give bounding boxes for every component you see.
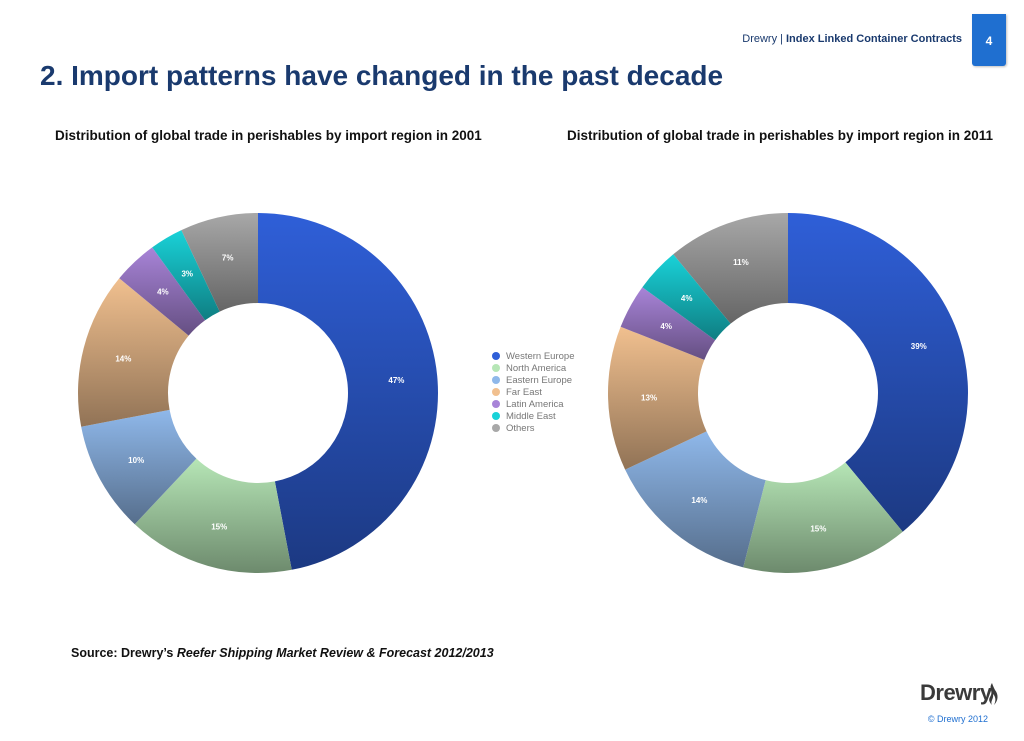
chart-legend: Western Europe North America Eastern Europ… <box>492 350 574 434</box>
header-separator: | <box>780 33 783 45</box>
source-prefix: Source: Drewry’s <box>71 646 177 660</box>
slice-label: 15% <box>211 522 227 531</box>
donut-slice-latin-america <box>119 247 206 336</box>
donut-slice-others <box>673 213 788 324</box>
report-title: Index Linked Container Contracts <box>785 33 962 45</box>
donut-slice-latin-america <box>620 287 716 360</box>
legend-label: Latin America <box>506 398 564 410</box>
donut-slice-eastern-europe <box>625 431 766 568</box>
donut-slice-far-east <box>78 278 189 427</box>
donut-slice-far-east <box>608 326 707 470</box>
source-note: Source: Drewry’s Reefer Shipping Market … <box>71 646 494 660</box>
legend-swatch <box>492 412 500 420</box>
legend-item: Eastern Europe <box>492 374 574 386</box>
legend-item: Far East <box>492 386 574 398</box>
slice-label: 15% <box>810 525 826 534</box>
slice-label: 13% <box>641 393 657 402</box>
legend-label: Others <box>506 422 535 434</box>
legend-label: Western Europe <box>506 350 575 362</box>
company-name: Drewry <box>742 33 778 45</box>
chart-title-2011: Distribution of global trade in perishab… <box>567 128 994 143</box>
legend-swatch <box>492 352 500 360</box>
drewry-logo: Drewry <box>920 680 992 705</box>
flame-logo-icon <box>989 683 998 705</box>
legend-label: Eastern Europe <box>506 374 573 386</box>
slice-label: 4% <box>660 322 672 331</box>
donut-chart-2001: 47% 15% 10% 14% 4% 3% 7% <box>78 213 439 573</box>
donut-slice-western-europe <box>788 213 968 532</box>
slice-label: 4% <box>681 294 693 303</box>
legend-swatch <box>492 364 500 372</box>
source-publication: Reefer Shipping Market Review & Forecast… <box>176 646 494 660</box>
donut-slice-others <box>181 213 258 312</box>
slice-label: 7% <box>222 253 234 262</box>
legend-item: Latin America <box>492 398 574 410</box>
legend-swatch <box>492 376 500 384</box>
legend-label: North America <box>506 362 567 374</box>
report-header: Drewry | Index Linked Container Contracts <box>742 33 962 45</box>
donut-slice-middle-east <box>642 254 731 341</box>
donut-slice-middle-east <box>152 230 220 321</box>
slice-label: 4% <box>157 288 169 297</box>
slice-label: 10% <box>128 456 144 465</box>
legend-swatch <box>492 400 500 408</box>
legend-label: Far East <box>506 386 542 398</box>
legend-item: Western Europe <box>492 350 574 362</box>
donut-slice-eastern-europe <box>81 409 197 525</box>
donut-chart-2011: 39% 15% 14% 13% 4% 4% 11% <box>608 213 968 573</box>
slice-label: 39% <box>911 342 927 351</box>
page-number-badge: 4 <box>972 14 1006 66</box>
donut-slice-north-america <box>134 458 292 573</box>
slice-label: 14% <box>691 496 707 505</box>
legend-label: Middle East <box>506 410 556 422</box>
page-number: 4 <box>985 34 993 48</box>
donut-slice-western-europe <box>258 213 439 570</box>
legend-item: Middle East <box>492 410 574 422</box>
slice-label: 14% <box>115 354 131 363</box>
legend-swatch <box>492 388 500 396</box>
legend-item: North America <box>492 362 574 374</box>
legend-item: Others <box>492 422 574 434</box>
copyright: © Drewry 2012 <box>927 714 988 724</box>
slice-label: 47% <box>388 376 404 385</box>
chart-title-2001: Distribution of global trade in perishab… <box>55 128 482 143</box>
slice-label: 11% <box>733 258 749 267</box>
slice-label: 3% <box>181 269 193 278</box>
page-title: 2. Import patterns have changed in the p… <box>40 60 724 91</box>
legend-swatch <box>492 424 500 432</box>
donut-slice-north-america <box>743 462 903 573</box>
